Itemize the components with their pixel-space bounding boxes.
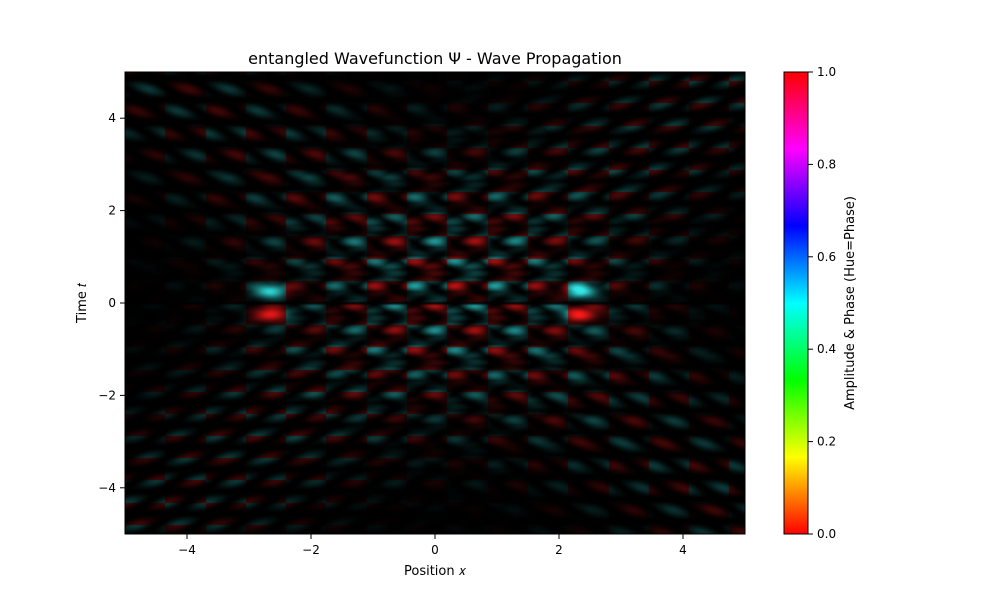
colorbar-tick-label: 1.0 <box>817 65 836 79</box>
chart-title: entangled Wavefunction Ψ - Wave Propagat… <box>248 49 622 68</box>
x-tick-label: −2 <box>302 543 320 557</box>
colorbar-axis: 0.0 0.2 0.4 0.6 0.8 1.0 <box>808 65 836 541</box>
colorbar-tick-label: 0.0 <box>817 527 836 541</box>
colorbar-tick-label: 0.6 <box>817 250 836 264</box>
x-axis: −4 −2 0 2 4 <box>178 534 687 557</box>
colorbar-gradient <box>783 71 809 535</box>
y-tick-label: 0 <box>108 296 116 310</box>
y-tick-label: 4 <box>108 111 116 125</box>
x-tick-label: −4 <box>178 543 196 557</box>
x-axis-label: Position 𝑥 <box>404 564 467 579</box>
x-tick-label: 2 <box>555 543 563 557</box>
colorbar-label: Amplitude & Phase (Hue=Phase) <box>843 196 858 410</box>
colorbar-tick-label: 0.8 <box>817 157 836 171</box>
y-tick-label: 2 <box>108 204 116 218</box>
x-tick-label: 0 <box>431 543 439 557</box>
colorbar-tick-label: 0.2 <box>817 435 836 449</box>
y-axis-label: Time 𝑡 <box>75 283 90 324</box>
x-tick-label: 4 <box>679 543 687 557</box>
y-tick-label: −4 <box>98 481 116 495</box>
y-tick-label: −2 <box>98 388 116 402</box>
y-axis: −4 −2 0 2 4 <box>98 111 125 495</box>
colorbar-tick-label: 0.4 <box>817 342 836 356</box>
